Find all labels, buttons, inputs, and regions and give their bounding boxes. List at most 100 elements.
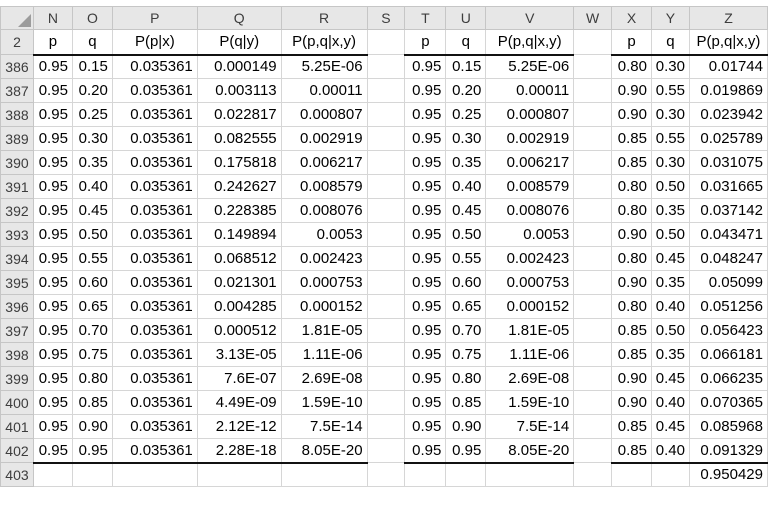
- cell-S397[interactable]: [367, 318, 406, 343]
- cell-V394[interactable]: 0.002423: [485, 246, 575, 271]
- cell-R390[interactable]: 0.006217: [281, 150, 368, 175]
- cell-Y397[interactable]: 0.50: [651, 318, 690, 343]
- cell-O395[interactable]: 0.60: [72, 270, 113, 295]
- cell-Z403[interactable]: 0.950429: [689, 462, 768, 487]
- cell-U401[interactable]: 0.90: [445, 414, 487, 439]
- cell-N395[interactable]: 0.95: [33, 270, 73, 295]
- cell-U387[interactable]: 0.20: [445, 78, 487, 103]
- cell-V396[interactable]: 0.000152: [485, 294, 575, 319]
- cell-R388[interactable]: 0.000807: [281, 102, 368, 127]
- cell-P395[interactable]: 0.035361: [112, 270, 198, 295]
- row-header-397[interactable]: 397: [0, 318, 34, 343]
- cell-N391[interactable]: 0.95: [33, 174, 73, 199]
- cell-S402[interactable]: [367, 438, 406, 463]
- cell-W389[interactable]: [573, 126, 613, 151]
- cell-S393[interactable]: [367, 222, 406, 247]
- cell-T392[interactable]: 0.95: [404, 198, 447, 223]
- cell-R392[interactable]: 0.008076: [281, 198, 368, 223]
- cell-R399[interactable]: 2.69E-08: [281, 366, 368, 391]
- cell-P389[interactable]: 0.035361: [112, 126, 198, 151]
- cell-Y401[interactable]: 0.45: [651, 414, 690, 439]
- cell-W2[interactable]: [573, 29, 613, 55]
- cell-P396[interactable]: 0.035361: [112, 294, 198, 319]
- cell-P393[interactable]: 0.035361: [112, 222, 198, 247]
- cell-S392[interactable]: [367, 198, 406, 223]
- cell-S390[interactable]: [367, 150, 406, 175]
- row-header-392[interactable]: 392: [0, 198, 34, 223]
- cell-U392[interactable]: 0.45: [445, 198, 487, 223]
- cell-X391[interactable]: 0.80: [611, 174, 652, 199]
- row-header-389[interactable]: 389: [0, 126, 34, 151]
- row-header-390[interactable]: 390: [0, 150, 34, 175]
- cell-P391[interactable]: 0.035361: [112, 174, 198, 199]
- cell-R401[interactable]: 7.5E-14: [281, 414, 368, 439]
- cell-R400[interactable]: 1.59E-10: [281, 390, 368, 415]
- cell-N386[interactable]: 0.95: [33, 54, 73, 79]
- cell-W391[interactable]: [573, 174, 613, 199]
- cell-S396[interactable]: [367, 294, 406, 319]
- cell-P402[interactable]: 0.035361: [112, 438, 198, 464]
- cell-R402[interactable]: 8.05E-20: [281, 438, 368, 464]
- cell-Q395[interactable]: 0.021301: [197, 270, 282, 295]
- cell-N397[interactable]: 0.95: [33, 318, 73, 343]
- cell-S401[interactable]: [367, 414, 406, 439]
- cell-O401[interactable]: 0.90: [72, 414, 113, 439]
- cell-Y387[interactable]: 0.55: [651, 78, 690, 103]
- cell-N401[interactable]: 0.95: [33, 414, 73, 439]
- cell-T394[interactable]: 0.95: [404, 246, 447, 271]
- row-header-399[interactable]: 399: [0, 366, 34, 391]
- cell-V388[interactable]: 0.000807: [485, 102, 575, 127]
- cell-Z400[interactable]: 0.070365: [689, 390, 768, 415]
- cell-T399[interactable]: 0.95: [404, 366, 447, 391]
- cell-P394[interactable]: 0.035361: [112, 246, 198, 271]
- cell-W387[interactable]: [573, 78, 613, 103]
- cell-U397[interactable]: 0.70: [445, 318, 487, 343]
- cell-U395[interactable]: 0.60: [445, 270, 487, 295]
- cell-W397[interactable]: [573, 318, 613, 343]
- column-header-N[interactable]: N: [32, 6, 73, 30]
- cell-S394[interactable]: [367, 246, 406, 271]
- cell-T401[interactable]: 0.95: [404, 414, 447, 439]
- cell-O394[interactable]: 0.55: [72, 246, 113, 271]
- cell-W398[interactable]: [573, 342, 613, 367]
- cell-Y402[interactable]: 0.40: [651, 438, 690, 464]
- cell-Z387[interactable]: 0.019869: [689, 78, 768, 103]
- row-header-387[interactable]: 387: [0, 78, 34, 103]
- cell-O387[interactable]: 0.20: [72, 78, 113, 103]
- cell-N389[interactable]: 0.95: [33, 126, 73, 151]
- cell-S399[interactable]: [367, 366, 406, 391]
- cell-S391[interactable]: [367, 174, 406, 199]
- cell-P390[interactable]: 0.035361: [112, 150, 198, 175]
- select-all-button[interactable]: [0, 6, 34, 30]
- cell-V390[interactable]: 0.006217: [485, 150, 575, 175]
- cell-Z391[interactable]: 0.031665: [689, 174, 768, 199]
- cell-Y390[interactable]: 0.30: [651, 150, 690, 175]
- cell-P387[interactable]: 0.035361: [112, 78, 198, 103]
- cell-U391[interactable]: 0.40: [445, 174, 487, 199]
- cell-W401[interactable]: [573, 414, 613, 439]
- column-header-V[interactable]: V: [485, 6, 575, 30]
- cell-V397[interactable]: 1.81E-05: [485, 318, 575, 343]
- row-header-400[interactable]: 400: [0, 390, 34, 415]
- cell-X398[interactable]: 0.85: [611, 342, 652, 367]
- column-header-T[interactable]: T: [404, 6, 447, 30]
- cell-Q402[interactable]: 2.28E-18: [197, 438, 282, 464]
- cell-X387[interactable]: 0.90: [611, 78, 652, 103]
- cell-N394[interactable]: 0.95: [33, 246, 73, 271]
- row-header-401[interactable]: 401: [0, 414, 34, 439]
- cell-W399[interactable]: [573, 366, 613, 391]
- cell-X2[interactable]: p: [611, 29, 652, 56]
- cell-O403[interactable]: [72, 462, 113, 487]
- cell-P388[interactable]: 0.035361: [112, 102, 198, 127]
- cell-V2[interactable]: P(p,q|x,y): [485, 29, 575, 56]
- cell-T388[interactable]: 0.95: [404, 102, 447, 127]
- cell-X401[interactable]: 0.85: [611, 414, 652, 439]
- cell-V399[interactable]: 2.69E-08: [485, 366, 575, 391]
- cell-S398[interactable]: [367, 342, 406, 367]
- column-header-O[interactable]: O: [71, 6, 113, 30]
- cell-P403[interactable]: [112, 462, 198, 487]
- cell-R398[interactable]: 1.11E-06: [281, 342, 368, 367]
- cell-N2[interactable]: p: [33, 29, 73, 56]
- cell-X392[interactable]: 0.80: [611, 198, 652, 223]
- cell-W402[interactable]: [573, 438, 613, 463]
